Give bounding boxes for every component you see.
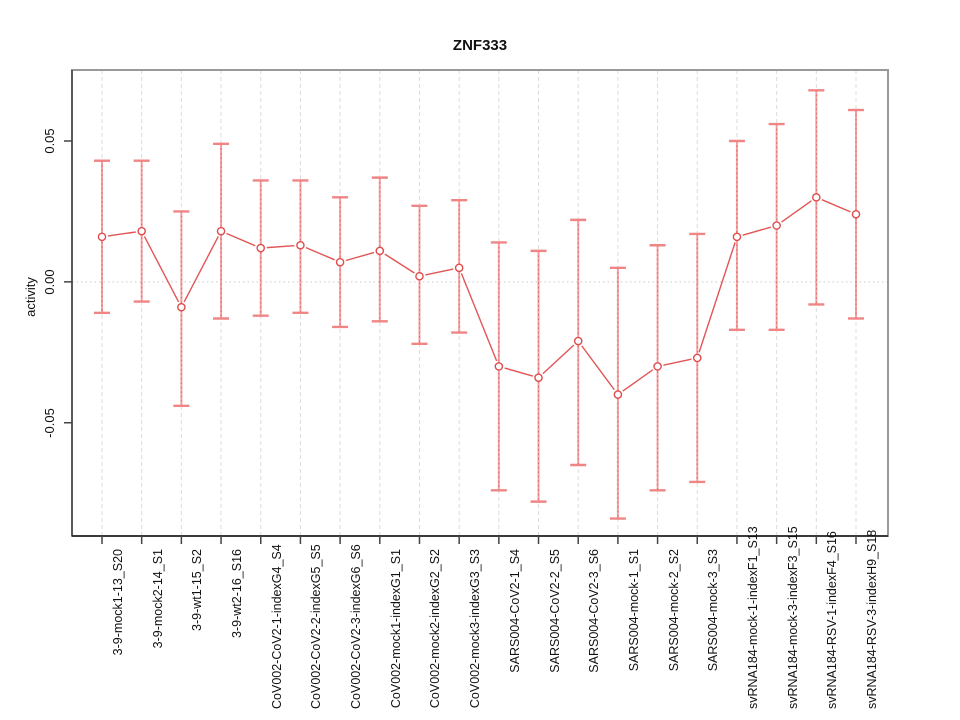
data-point (732, 232, 742, 242)
series-segment (460, 273, 498, 362)
data-point (375, 246, 385, 256)
x-tick-label: CoV002-CoV2-2-indexG5_S5 (309, 544, 324, 709)
x-tick-label: svRNA184-mock-3-indexF3_S15 (785, 526, 800, 709)
data-point (772, 221, 781, 230)
data-point (613, 390, 623, 399)
series-segment (698, 242, 736, 353)
series-segment (504, 367, 533, 377)
data-point (97, 232, 107, 242)
data-point (573, 336, 583, 346)
series-segment (581, 345, 615, 391)
series-segment (305, 246, 335, 261)
data-point (534, 373, 543, 382)
data-point (216, 226, 226, 236)
data-point (454, 263, 464, 273)
data-point (415, 271, 424, 281)
series-segment (663, 358, 692, 366)
x-tick-label: CoV002-mock1-indexG1_S1 (388, 549, 403, 709)
data-point (851, 209, 861, 219)
series-segment (742, 226, 772, 236)
x-tick-label: CoV002-CoV2-3-indexG6_S6 (349, 544, 364, 709)
series-segment (821, 199, 851, 213)
data-point (494, 362, 504, 371)
x-tick-label: svRNA184-mock-1-indexF1_S13 (745, 526, 760, 709)
x-tick-label: 3-9-mock2-14_S1 (150, 549, 165, 649)
data-point (335, 257, 345, 267)
x-tick-label: svRNA184-RSV-1-indexF4_S16 (825, 531, 840, 709)
series-segment (226, 232, 256, 247)
y-tick-label: 0.05 (42, 128, 57, 154)
series-segment (781, 200, 812, 223)
x-tick-label: 3-9-mock1-13_S20 (111, 549, 125, 656)
plot-border (71, 69, 889, 537)
series-segment (266, 244, 295, 249)
series-segment (622, 369, 654, 392)
data-point (256, 243, 266, 253)
x-tick-label: SARS004-CoV2-3_S6 (587, 549, 602, 673)
x-tick-label: SARS004-mock-1_S1 (626, 549, 641, 672)
y-axis-label: activity (23, 277, 38, 317)
x-tick-label: CoV002-mock3-indexG3_S3 (468, 549, 483, 709)
x-tick-label: svRNA184-RSV-3-indexH9_S18 (865, 529, 879, 709)
data-point (177, 302, 186, 312)
series-segment (183, 236, 219, 303)
series-segment (143, 236, 180, 303)
x-tick-label: SARS004-mock-2_S2 (666, 549, 681, 672)
x-tick-label: 3-9-wt2-16_S16 (230, 549, 245, 638)
data-point (692, 353, 702, 363)
x-tick-label: CoV002-CoV2-1-indexG4_S4 (269, 544, 284, 709)
data-point (296, 240, 305, 250)
x-tick-label: SARS004-CoV2-2_S5 (547, 549, 562, 673)
chart-title: ZNF333 (452, 37, 508, 54)
series-segment (345, 251, 375, 262)
x-tick-label: SARS004-mock-3_S3 (706, 549, 721, 672)
x-tick-label: 3-9-wt1-15_S2 (190, 549, 205, 631)
data-point (653, 362, 662, 371)
y-tick-label: -0.05 (42, 407, 57, 438)
series-segment (542, 344, 575, 375)
y-tick-label: 0.00 (42, 269, 57, 295)
series-segment (107, 231, 136, 237)
x-tick-label: SARS004-CoV2-1_S4 (507, 549, 522, 673)
series-segment (384, 253, 415, 274)
data-point (137, 226, 146, 236)
x-tick-label: CoV002-mock2-indexG2_S2 (428, 549, 443, 709)
data-point (812, 193, 821, 202)
series-segment (425, 268, 454, 276)
